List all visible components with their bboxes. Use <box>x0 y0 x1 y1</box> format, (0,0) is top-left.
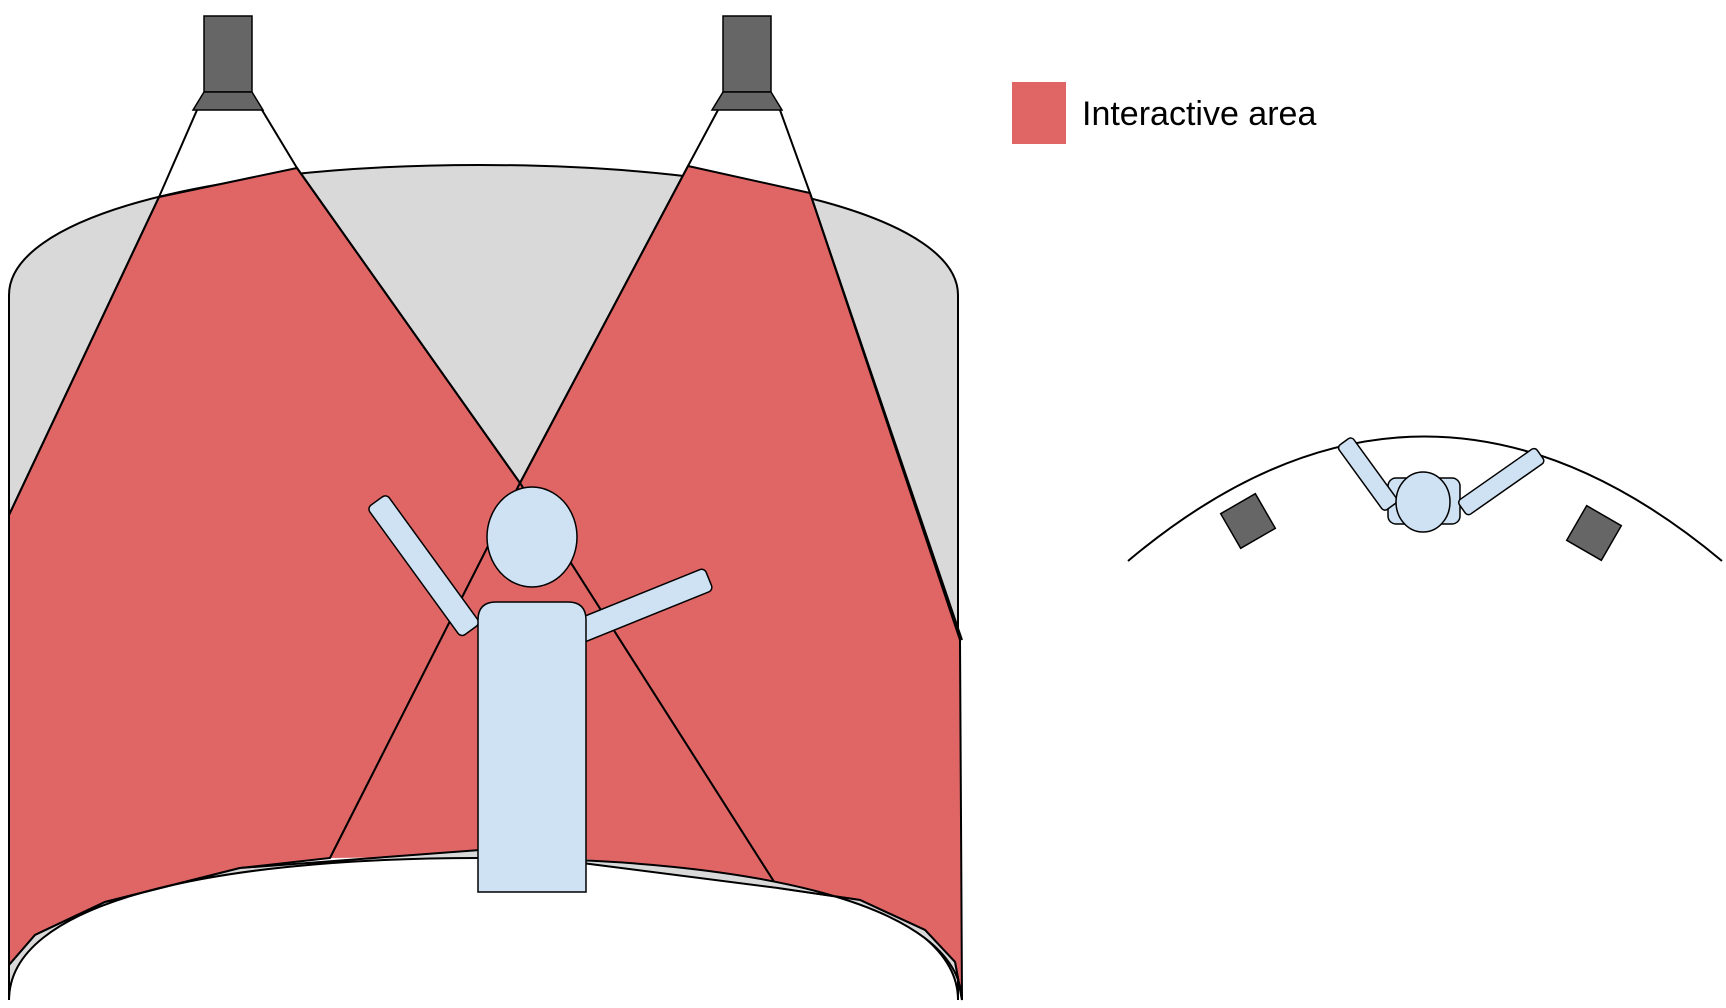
beam-line <box>8 196 160 516</box>
projector-left <box>191 15 265 111</box>
projector-left-top-view <box>1219 492 1277 550</box>
perspective-view <box>8 15 963 1001</box>
beam-line <box>296 167 521 484</box>
projector-right-top-view <box>1565 504 1623 562</box>
person-front-view <box>368 486 713 893</box>
legend-label: Interactive area <box>1082 95 1316 133</box>
screen-bottom-edge <box>8 848 963 1001</box>
beam-line <box>809 192 963 641</box>
legend: Interactive area <box>1012 82 1316 144</box>
person-right-arm-top-view <box>1458 447 1545 516</box>
person-left-arm-top-view <box>1337 437 1398 511</box>
person-body <box>477 601 587 893</box>
person-head-top-view <box>1395 471 1451 533</box>
beam-line <box>519 165 689 484</box>
person-top-view <box>1337 437 1545 533</box>
beam-line <box>687 109 719 167</box>
projector-right <box>710 15 784 111</box>
top-view <box>1127 435 1723 562</box>
legend-swatch <box>1012 82 1066 144</box>
beam-line <box>779 109 811 194</box>
beam-line <box>158 109 198 198</box>
person-left-arm <box>368 495 480 637</box>
screen-arc-top-view <box>1127 435 1723 562</box>
person-head <box>486 486 578 588</box>
beam-line <box>261 109 298 169</box>
